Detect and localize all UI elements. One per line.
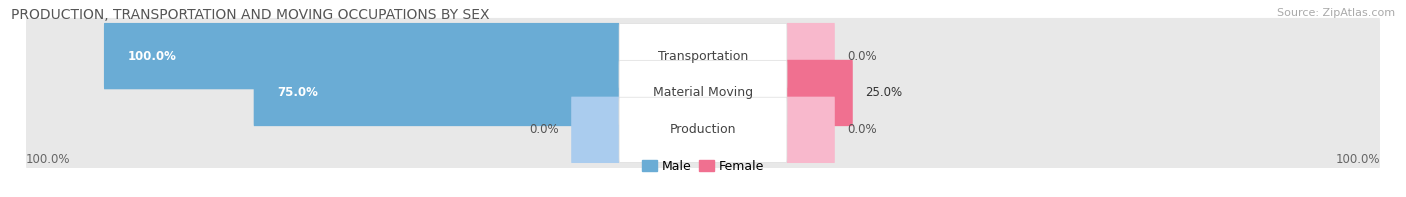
FancyBboxPatch shape (27, 92, 1379, 168)
Text: 75.0%: 75.0% (277, 86, 319, 99)
FancyBboxPatch shape (27, 18, 1379, 94)
FancyBboxPatch shape (27, 55, 1379, 131)
Text: Transportation: Transportation (658, 50, 748, 63)
Text: 25.0%: 25.0% (865, 86, 901, 99)
Legend: Male, Female: Male, Female (637, 155, 769, 178)
FancyBboxPatch shape (619, 97, 787, 163)
FancyBboxPatch shape (104, 23, 619, 89)
FancyBboxPatch shape (571, 97, 619, 163)
Text: PRODUCTION, TRANSPORTATION AND MOVING OCCUPATIONS BY SEX: PRODUCTION, TRANSPORTATION AND MOVING OC… (11, 8, 489, 22)
FancyBboxPatch shape (619, 23, 787, 89)
FancyBboxPatch shape (619, 60, 787, 126)
Text: 100.0%: 100.0% (1336, 153, 1379, 166)
Text: 0.0%: 0.0% (530, 123, 560, 136)
FancyBboxPatch shape (787, 60, 853, 126)
Text: 0.0%: 0.0% (846, 123, 876, 136)
Text: 100.0%: 100.0% (27, 153, 70, 166)
FancyBboxPatch shape (253, 60, 619, 126)
Text: Source: ZipAtlas.com: Source: ZipAtlas.com (1277, 8, 1395, 18)
Text: Material Moving: Material Moving (652, 86, 754, 99)
FancyBboxPatch shape (787, 23, 835, 89)
Text: Production: Production (669, 123, 737, 136)
Text: 0.0%: 0.0% (846, 50, 876, 63)
Text: 100.0%: 100.0% (128, 50, 177, 63)
FancyBboxPatch shape (787, 97, 835, 163)
